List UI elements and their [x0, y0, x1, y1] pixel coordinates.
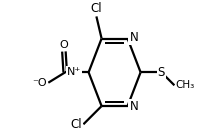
- Text: Cl: Cl: [90, 2, 102, 15]
- Text: N: N: [129, 31, 138, 44]
- Text: ⁻O: ⁻O: [32, 78, 47, 88]
- Text: CH₃: CH₃: [176, 80, 195, 90]
- Text: N⁺: N⁺: [67, 67, 81, 77]
- Text: N: N: [129, 100, 138, 113]
- Text: S: S: [158, 66, 165, 79]
- Text: Cl: Cl: [71, 118, 82, 131]
- Text: O: O: [60, 40, 68, 50]
